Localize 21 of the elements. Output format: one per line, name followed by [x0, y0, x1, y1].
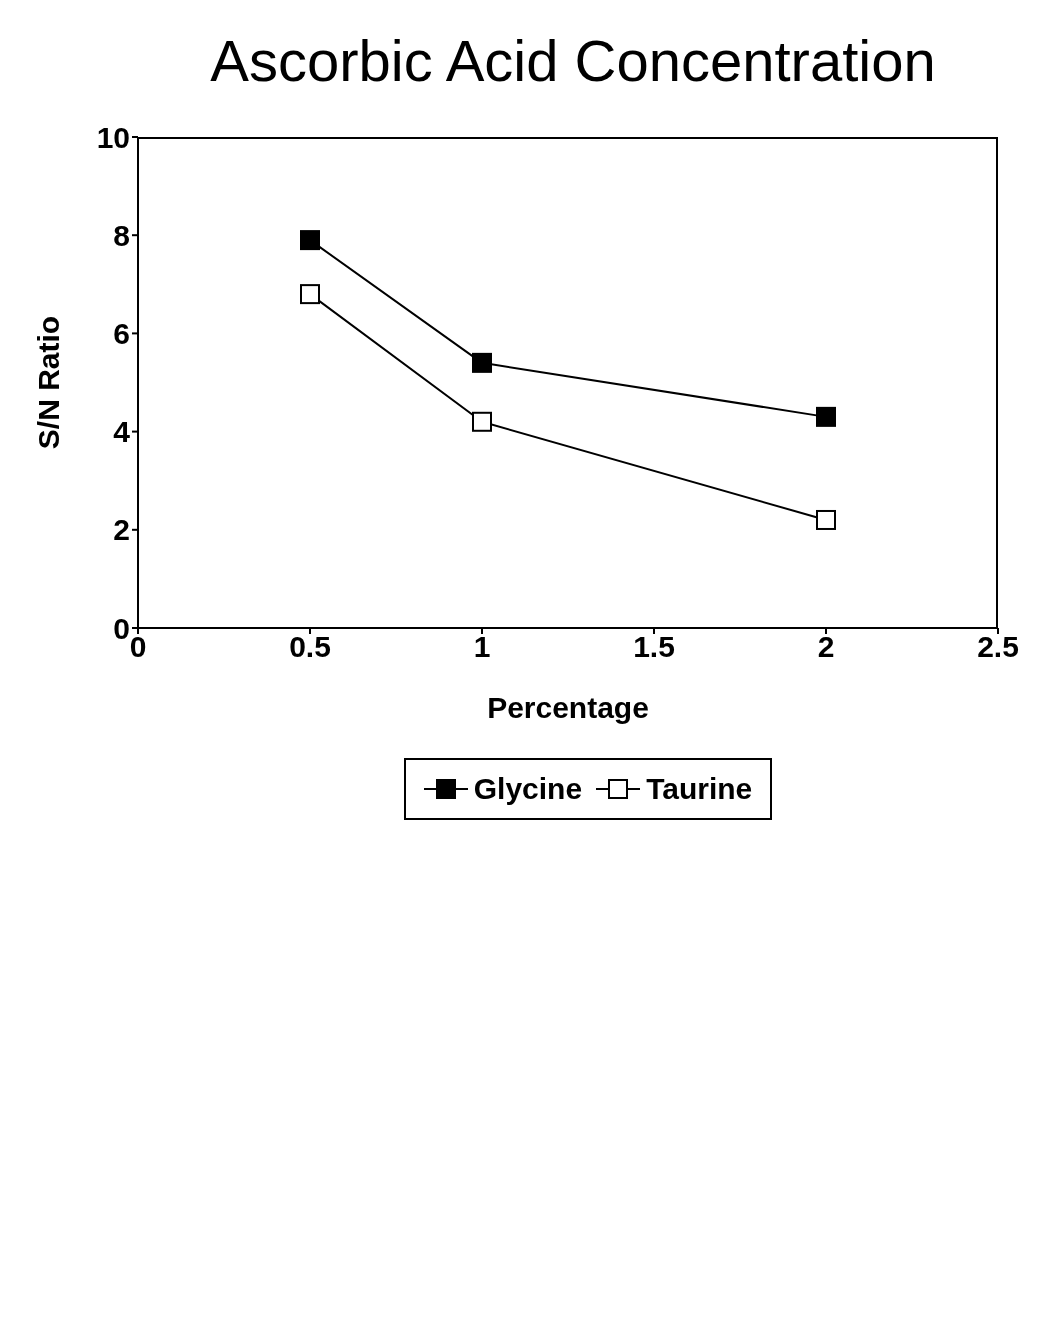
x-tick-label: 1 [473, 630, 491, 664]
x-tick-label: 2 [817, 630, 835, 664]
y-axis-title: S/N Ratio [31, 315, 65, 450]
point [300, 230, 320, 251]
point [472, 411, 492, 432]
point [816, 509, 836, 530]
y-tick-label: 10 [96, 120, 130, 154]
chart-title: Ascorbic Acid Concentration [209, 27, 937, 95]
y-tick-label: 4 [113, 415, 131, 449]
point [472, 352, 492, 373]
x-tick-label: 0.5 [289, 630, 331, 664]
x-tick-label: 1.5 [633, 630, 675, 664]
y-tick-label: 2 [113, 513, 130, 547]
point [300, 284, 320, 305]
legend-label: Glycine [472, 772, 583, 806]
x-axis-title: Percentage [487, 691, 649, 724]
legend-label: Taurine [645, 772, 753, 806]
x-tick-label: 2.5 [977, 630, 1019, 664]
point [816, 406, 836, 427]
y-tick-label: 8 [113, 218, 130, 252]
y-tick-label: 6 [113, 317, 130, 351]
